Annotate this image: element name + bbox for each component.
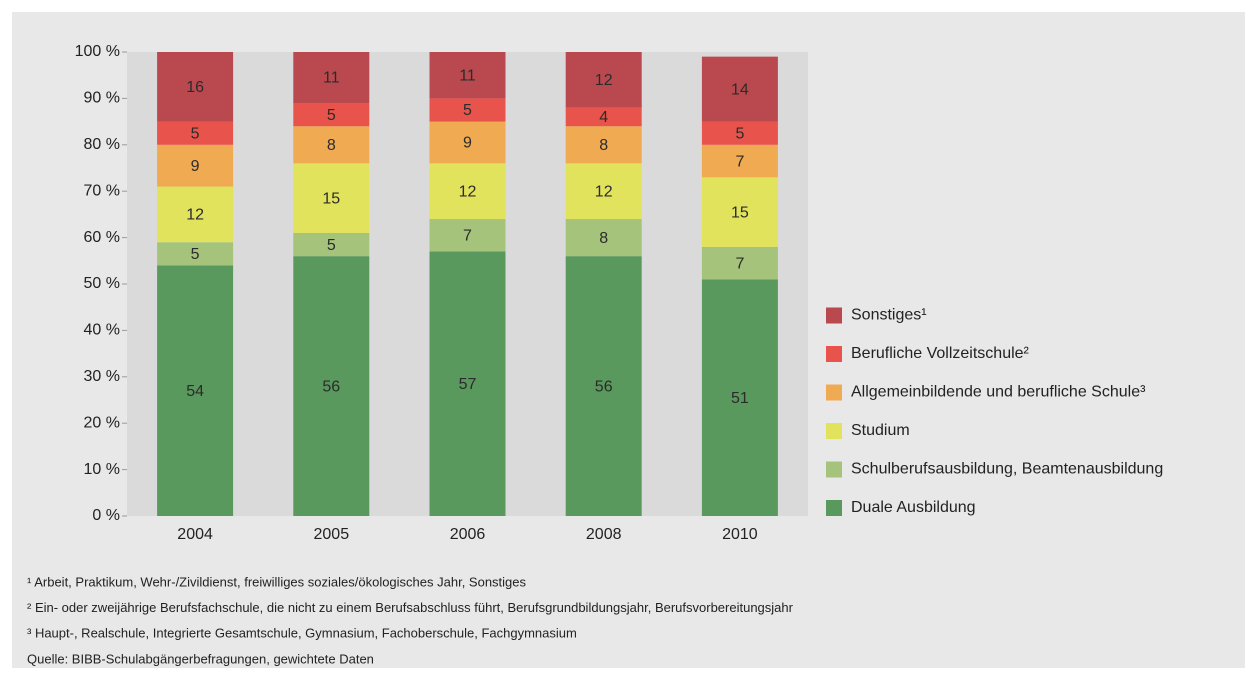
bar-segment bbox=[429, 121, 506, 164]
bar-segment bbox=[157, 121, 234, 145]
data-label: 9 bbox=[463, 135, 472, 152]
data-label: 15 bbox=[322, 190, 340, 207]
data-label: 7 bbox=[735, 153, 744, 170]
bars bbox=[157, 52, 778, 516]
bar-segment bbox=[157, 186, 234, 243]
bar-segment bbox=[701, 121, 778, 145]
data-label: 8 bbox=[599, 137, 608, 154]
legend-swatch bbox=[826, 500, 842, 516]
source: Quelle: BIBB-Schulabgängerbefragungen, g… bbox=[27, 651, 374, 666]
bar-segment bbox=[157, 242, 234, 266]
legend-label: Studium bbox=[851, 422, 910, 439]
y-tick-label: 40 % bbox=[84, 322, 120, 339]
bar-segment bbox=[565, 52, 642, 108]
y-tick-label: 30 % bbox=[84, 368, 120, 385]
bar-segment bbox=[701, 177, 778, 247]
y-tick-label: 60 % bbox=[84, 229, 120, 246]
legend-swatch bbox=[826, 307, 842, 324]
legend-swatch bbox=[826, 461, 842, 478]
data-label: 14 bbox=[731, 81, 749, 98]
legend-label: Berufliche Vollzeitschule² bbox=[851, 345, 1030, 362]
bar-segment bbox=[293, 232, 370, 257]
data-label: 16 bbox=[186, 79, 204, 96]
bar-segment bbox=[565, 107, 642, 127]
bar-segment bbox=[293, 126, 370, 164]
legend-swatch bbox=[826, 346, 842, 362]
data-label: 57 bbox=[459, 376, 477, 393]
bar-segment bbox=[429, 52, 506, 99]
data-label: 12 bbox=[186, 207, 204, 224]
legend-label: Allgemeinbildende und berufliche Schule³ bbox=[851, 384, 1146, 401]
data-label: 5 bbox=[327, 237, 336, 254]
bar-segment bbox=[157, 265, 234, 516]
data-label: 12 bbox=[459, 183, 477, 200]
data-label: 8 bbox=[327, 137, 336, 154]
footnote: ² Ein- oder zweijährige Berufsfachschule… bbox=[27, 600, 794, 615]
y-tick-label: 10 % bbox=[84, 461, 120, 478]
bar-segment bbox=[293, 256, 370, 516]
legend-label: Schulberufsausbildung, Beamtenausbildung bbox=[851, 461, 1163, 478]
data-label: 9 bbox=[191, 158, 200, 175]
footnote: ³ Haupt-, Realschule, Integrierte Gesamt… bbox=[27, 625, 577, 640]
x-tick-label: 2005 bbox=[314, 526, 350, 543]
y-tick-label: 50 % bbox=[84, 275, 120, 292]
bar-segment bbox=[701, 279, 778, 516]
data-label: 5 bbox=[191, 125, 200, 142]
data-label: 5 bbox=[463, 102, 472, 119]
data-label: 11 bbox=[323, 70, 340, 87]
bar-segment bbox=[429, 98, 506, 122]
data-label: 5 bbox=[735, 125, 744, 142]
footnote: ¹ Arbeit, Praktikum, Wehr-/Zivildienst, … bbox=[27, 574, 527, 589]
y-tick-label: 90 % bbox=[84, 90, 120, 107]
bar-segment bbox=[565, 126, 642, 164]
y-tick-label: 70 % bbox=[84, 182, 120, 199]
data-label: 8 bbox=[599, 230, 608, 247]
x-tick-label: 2004 bbox=[177, 526, 213, 543]
legend-swatch bbox=[826, 384, 842, 401]
bar-segment bbox=[293, 103, 370, 127]
data-label: 5 bbox=[327, 107, 336, 124]
data-label: 15 bbox=[731, 204, 749, 221]
y-tick-label: 0 % bbox=[92, 507, 120, 524]
legend-label: Sonstiges¹ bbox=[851, 307, 927, 324]
data-label: 51 bbox=[731, 390, 749, 407]
bar-segment bbox=[429, 251, 506, 516]
bar-segment bbox=[293, 163, 370, 233]
data-label: 56 bbox=[595, 378, 613, 395]
data-label: 12 bbox=[595, 72, 613, 89]
bar-segment bbox=[429, 163, 506, 220]
legend-swatch bbox=[826, 423, 842, 439]
x-tick-label: 2008 bbox=[586, 526, 622, 543]
data-label: 56 bbox=[322, 378, 340, 395]
data-label: 7 bbox=[735, 255, 744, 272]
bar-segment bbox=[157, 144, 234, 187]
bar-segment bbox=[701, 144, 778, 178]
bar-segment bbox=[293, 52, 370, 104]
data-label: 5 bbox=[191, 246, 200, 263]
data-label: 7 bbox=[463, 227, 472, 244]
bar-segment bbox=[565, 256, 642, 516]
x-tick-label: 2006 bbox=[450, 526, 486, 543]
bar-segment bbox=[701, 56, 778, 122]
legend-label: Duale Ausbildung bbox=[851, 499, 976, 516]
y-tick-label: 80 % bbox=[84, 136, 120, 153]
bar-segment bbox=[157, 52, 234, 122]
data-label: 11 bbox=[459, 67, 476, 84]
data-label: 12 bbox=[595, 183, 613, 200]
bar-segment bbox=[565, 163, 642, 220]
data-label: 54 bbox=[186, 383, 204, 400]
data-label: 4 bbox=[599, 109, 608, 126]
y-tick-label: 20 % bbox=[84, 414, 120, 431]
bar-segment bbox=[701, 246, 778, 280]
bar-segment bbox=[565, 219, 642, 257]
y-tick-label: 100 % bbox=[75, 43, 120, 60]
bar-segment bbox=[429, 219, 506, 252]
x-tick-label: 2010 bbox=[722, 526, 758, 543]
